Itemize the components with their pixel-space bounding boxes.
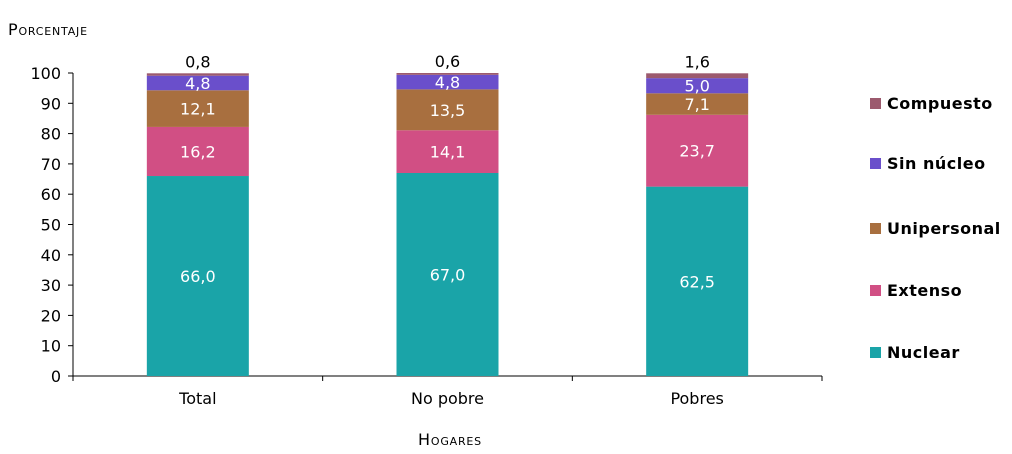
legend-swatch xyxy=(870,97,881,109)
y-tick-label: 100 xyxy=(30,64,61,83)
y-tick-label: 10 xyxy=(41,337,61,356)
y-axis-title: Porcentaje xyxy=(8,20,88,39)
data-label: 13,5 xyxy=(430,101,466,120)
data-label: 4,8 xyxy=(185,74,210,93)
y-tick-label: 20 xyxy=(41,306,61,325)
legend: Compuesto Sin núcleo Unipersonal Extenso Nuc… xyxy=(870,0,1010,454)
bar-segment-nuclear xyxy=(396,172,499,376)
bar-segment-extenso xyxy=(396,130,499,173)
legend-item-nuclear: Nuclear xyxy=(870,342,960,362)
legend-swatch xyxy=(870,346,881,358)
y-tick-label: 30 xyxy=(41,276,61,295)
legend-item-unipersonal: Unipersonal xyxy=(870,218,1001,238)
y-tick-label: 0 xyxy=(51,367,61,386)
data-label: 62,5 xyxy=(679,272,715,291)
data-label: 4,8 xyxy=(435,73,460,92)
y-tick-label: 50 xyxy=(41,216,61,235)
legend-item-sin-núcleo: Sin núcleo xyxy=(870,153,986,173)
legend-item-compuesto: Compuesto xyxy=(870,93,993,113)
legend-swatch xyxy=(870,284,881,296)
data-label: 5,0 xyxy=(684,77,709,96)
bar-segment-unipersonal xyxy=(146,90,249,127)
data-label: 0,8 xyxy=(185,52,210,71)
bar-segment-sin-núcleo xyxy=(396,74,499,90)
bar-segment-nuclear xyxy=(646,186,749,376)
bar-segment-compuesto xyxy=(646,73,749,79)
y-tick-label: 70 xyxy=(41,155,61,174)
x-category-label: Total xyxy=(178,389,216,408)
bar-segment-unipersonal xyxy=(646,93,749,115)
bar-segment-sin-núcleo xyxy=(146,75,249,91)
legend-swatch xyxy=(870,222,881,234)
y-tick-label: 40 xyxy=(41,246,61,265)
data-label: 0,6 xyxy=(435,52,460,71)
x-category-label: Pobres xyxy=(670,389,723,408)
data-label: 12,1 xyxy=(180,100,216,119)
legend-label: Unipersonal xyxy=(887,218,1001,238)
data-label: 67,0 xyxy=(430,265,466,284)
data-label: 66,0 xyxy=(180,267,216,286)
legend-label: Sin núcleo xyxy=(887,153,986,173)
legend-swatch xyxy=(870,157,881,169)
bar-segment-nuclear xyxy=(146,176,249,376)
legend-item-extenso: Extenso xyxy=(870,280,962,300)
data-label: 16,2 xyxy=(180,142,216,161)
bar-segment-compuesto xyxy=(396,73,499,75)
bar-segment-extenso xyxy=(646,114,749,187)
y-tick-label: 60 xyxy=(41,185,61,204)
data-label: 7,1 xyxy=(684,95,709,114)
data-label: 1,6 xyxy=(684,52,709,71)
data-label: 23,7 xyxy=(679,142,715,161)
legend-label: Compuesto xyxy=(887,93,993,113)
data-label: 14,1 xyxy=(430,143,466,162)
bar-segment-extenso xyxy=(146,126,249,177)
legend-label: Nuclear xyxy=(887,342,960,362)
x-axis-title: Hogares xyxy=(418,430,482,449)
y-tick-label: 80 xyxy=(41,125,61,144)
x-category-label: No pobre xyxy=(411,389,484,408)
bar-segment-sin-núcleo xyxy=(646,78,749,94)
bar-segment-unipersonal xyxy=(396,89,499,131)
y-tick-label: 90 xyxy=(41,94,61,113)
bar-segment-compuesto xyxy=(146,73,249,76)
legend-label: Extenso xyxy=(887,280,963,300)
